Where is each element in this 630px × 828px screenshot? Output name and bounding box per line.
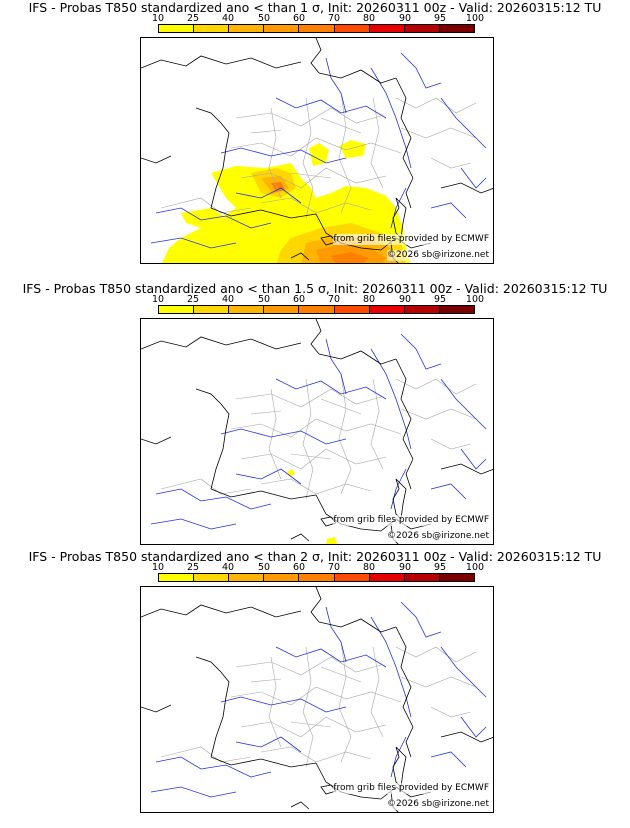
colorbar-tick-label: 80 <box>362 13 376 24</box>
colorbar-tick-label: 10 <box>151 294 165 305</box>
colorbar-swatch <box>439 306 474 313</box>
colorbar-tick-label: 95 <box>433 562 447 573</box>
probability-map: from grib files provided by ECMWF ©2026 … <box>140 37 494 264</box>
colorbar-swatch <box>194 25 230 32</box>
colorbar-tick-label: 60 <box>292 294 306 305</box>
colorbar-swatch <box>159 574 195 581</box>
map-graphic <box>141 319 493 544</box>
colorbar-tick-labels: 10 25 40 50 60 70 80 90 95 100 <box>152 294 484 305</box>
colorbar-tick-label: 50 <box>257 562 271 573</box>
colorbar-tick-label: 60 <box>292 562 306 573</box>
colorbar-swatch <box>229 574 265 581</box>
panel-title: IFS - Probas T850 standardized ano < tha… <box>22 281 608 296</box>
colorbar-swatch <box>194 306 230 313</box>
colorbar-tick-labels: 10 25 40 50 60 70 80 90 95 100 <box>152 13 484 24</box>
colorbar-swatch <box>299 574 335 581</box>
colorbar-swatch <box>264 574 300 581</box>
colorbar-swatch <box>334 306 370 313</box>
colorbar-swatch <box>299 25 335 32</box>
colorbar-tick-label: 10 <box>151 13 165 24</box>
probability-shading <box>287 469 338 544</box>
copyright-credit: ©2026 sb@irizone.net <box>387 531 489 542</box>
colorbar-tick-label: 10 <box>151 562 165 573</box>
colorbar-tick-label: 40 <box>221 294 235 305</box>
colorbar <box>158 573 475 582</box>
probability-map: from grib files provided by ECMWF ©2026 … <box>140 586 494 813</box>
colorbar-tick-label: 90 <box>398 562 412 573</box>
colorbar-swatch <box>264 25 300 32</box>
colorbar-tick-label: 60 <box>292 13 306 24</box>
probability-map: from grib files provided by ECMWF ©2026 … <box>140 318 494 545</box>
colorbar-tick-label: 50 <box>257 294 271 305</box>
map-graphic <box>141 587 493 812</box>
colorbar-swatch <box>369 25 405 32</box>
colorbar-swatch <box>404 25 440 32</box>
colorbar-tick-label: 70 <box>327 562 341 573</box>
colorbar-tick-label: 90 <box>398 294 412 305</box>
copyright-credit: ©2026 sb@irizone.net <box>387 250 489 261</box>
colorbar-swatch <box>194 574 230 581</box>
source-credit: from grib files provided by ECMWF <box>333 515 489 526</box>
colorbar-swatch <box>334 574 370 581</box>
panel-title: IFS - Probas T850 standardized ano < tha… <box>28 549 602 564</box>
probability-shading <box>161 140 411 263</box>
colorbar-tick-label: 100 <box>465 294 485 305</box>
colorbar-swatch <box>439 25 474 32</box>
colorbar-tick-label: 80 <box>362 562 376 573</box>
colorbar-tick-labels: 10 25 40 50 60 70 80 90 95 100 <box>152 562 484 573</box>
colorbar-tick-label: 80 <box>362 294 376 305</box>
colorbar <box>158 305 475 314</box>
colorbar <box>158 24 475 33</box>
colorbar-swatch <box>404 574 440 581</box>
map-graphic <box>141 38 493 263</box>
source-credit: from grib files provided by ECMWF <box>333 783 489 794</box>
colorbar-tick-label: 50 <box>257 13 271 24</box>
colorbar-tick-label: 25 <box>186 294 200 305</box>
colorbar-tick-label: 95 <box>433 13 447 24</box>
colorbar-tick-label: 100 <box>465 13 485 24</box>
colorbar-swatch <box>439 574 474 581</box>
colorbar-tick-label: 40 <box>221 562 235 573</box>
copyright-credit: ©2026 sb@irizone.net <box>387 799 489 810</box>
colorbar-tick-label: 70 <box>327 294 341 305</box>
panel-title: IFS - Probas T850 standardized ano < tha… <box>28 0 602 15</box>
colorbar-swatch <box>404 306 440 313</box>
colorbar-tick-label: 100 <box>465 562 485 573</box>
colorbar-swatch <box>299 306 335 313</box>
colorbar-tick-label: 25 <box>186 13 200 24</box>
colorbar-swatch <box>159 25 195 32</box>
colorbar-tick-label: 70 <box>327 13 341 24</box>
source-credit: from grib files provided by ECMWF <box>333 234 489 245</box>
colorbar-swatch <box>159 306 195 313</box>
colorbar-swatch <box>369 306 405 313</box>
colorbar-tick-label: 95 <box>433 294 447 305</box>
colorbar-swatch <box>334 25 370 32</box>
colorbar-tick-label: 25 <box>186 562 200 573</box>
colorbar-swatch <box>229 306 265 313</box>
colorbar-swatch <box>264 306 300 313</box>
colorbar-swatch <box>229 25 265 32</box>
colorbar-tick-label: 90 <box>398 13 412 24</box>
colorbar-swatch <box>369 574 405 581</box>
colorbar-tick-label: 40 <box>221 13 235 24</box>
